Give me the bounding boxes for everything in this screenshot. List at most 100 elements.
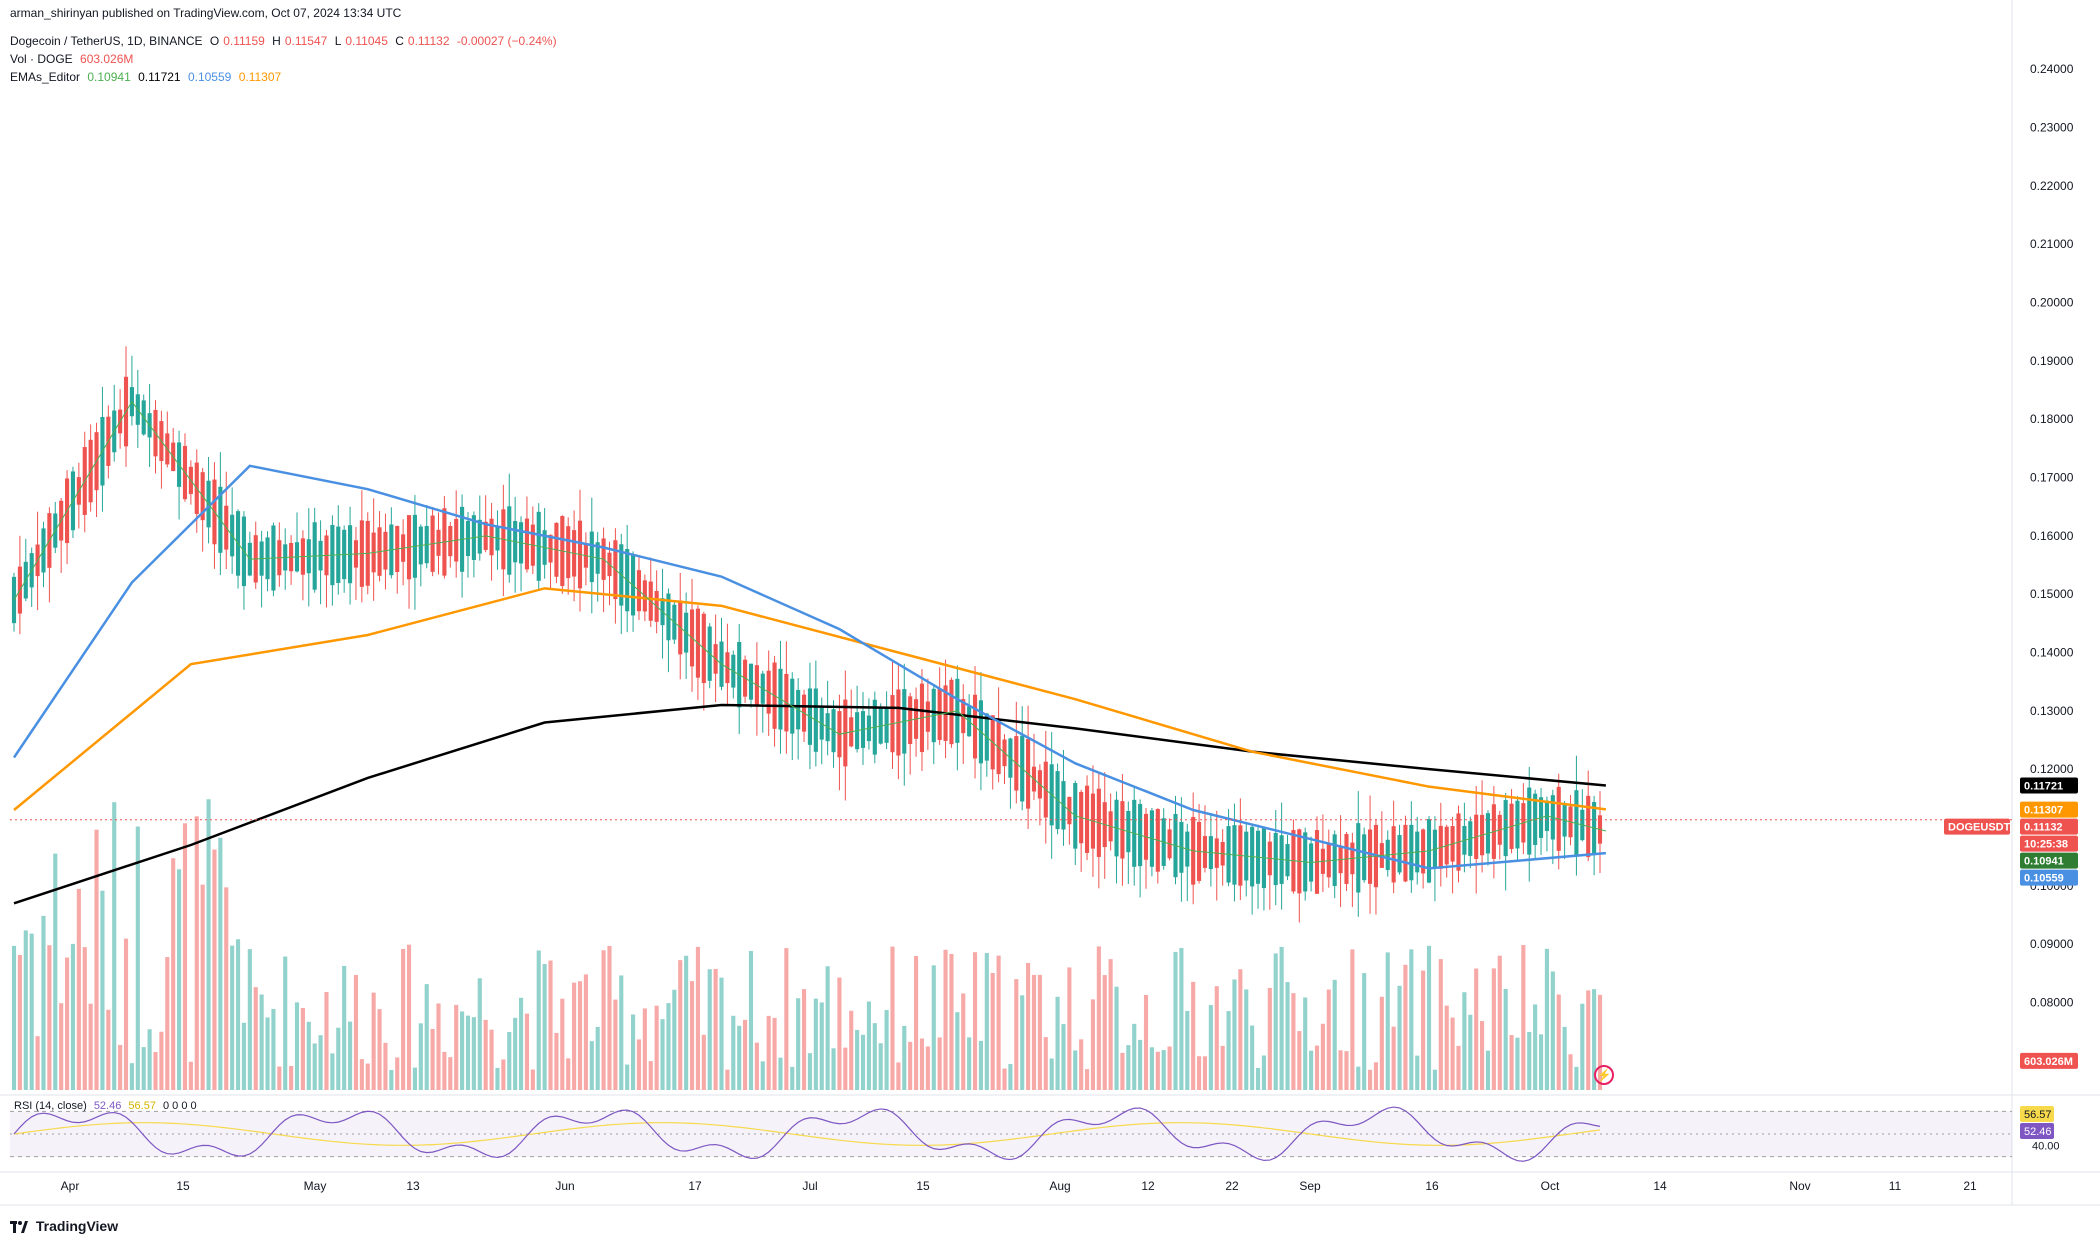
volume-bar [1597, 994, 1603, 1090]
volume-bar [784, 948, 789, 1090]
y-tick-label: 0.20000 [2030, 296, 2074, 310]
volume-bar [754, 1042, 759, 1090]
volume-bar [300, 1007, 305, 1090]
volume-bar [1037, 974, 1042, 1090]
price-tag-bg [2020, 869, 2078, 886]
lightning-icon[interactable]: ⚡ [1594, 1065, 1614, 1085]
volume-bar [1480, 1021, 1485, 1090]
x-tick-label: Jul [802, 1179, 817, 1193]
volume-bar [289, 1065, 294, 1090]
volume-bar [88, 1003, 93, 1090]
low-value: 0.11045 [345, 34, 388, 48]
volume-bar [1079, 1039, 1084, 1090]
volume-bar [442, 1051, 447, 1090]
rsi-tick-label: 40.00 [2032, 1140, 2060, 1152]
volume-bar [235, 939, 241, 1090]
volume-bar [1309, 1050, 1314, 1090]
volume-bar [129, 1063, 134, 1090]
volume-bar [336, 1027, 341, 1090]
symbol-line: Dogecoin / TetherUS, 1D, BINANCE O 0.1115… [10, 34, 561, 48]
high-value: 0.11547 [284, 34, 328, 48]
volume-bar [82, 947, 87, 1090]
open-value: 0.11159 [223, 34, 265, 48]
volume-bar [990, 972, 995, 1090]
y-tick-label: 0.18000 [2030, 412, 2074, 426]
volume-bar [501, 1059, 506, 1090]
volume-bar [1026, 962, 1031, 1090]
x-tick-label: 11 [1889, 1179, 1902, 1193]
volume-bar [100, 890, 105, 1090]
ema-label: EMAs_Editor [10, 70, 81, 84]
volume-bar [961, 993, 966, 1090]
volume-bar [790, 1066, 795, 1090]
volume-bar [35, 1036, 40, 1090]
ema200-value: 0.11721 [138, 70, 181, 84]
volume-bar [1208, 1005, 1213, 1090]
ema50-line [12, 464, 1607, 870]
volume-bar [1350, 949, 1355, 1090]
volume-bar [1326, 989, 1331, 1090]
volume-bar [395, 1057, 400, 1090]
volume-bar [1214, 986, 1219, 1090]
price-tag-label: 0.10941 [2024, 856, 2064, 868]
volume-bar [17, 954, 22, 1090]
volume-bar [1592, 989, 1597, 1090]
y-tick-label: 0.19000 [2030, 354, 2074, 368]
x-tick-label: 14 [1653, 1179, 1667, 1193]
x-tick-label: Oct [1541, 1179, 1560, 1193]
volume-bar [695, 946, 700, 1090]
volume-bar [1232, 979, 1237, 1090]
volume-bar [1084, 1069, 1090, 1090]
volume-bar [460, 1011, 465, 1090]
volume-bar [678, 960, 683, 1090]
volume-bar [159, 1031, 164, 1090]
volume-bar [1491, 968, 1496, 1090]
volume-bar [1397, 985, 1402, 1090]
volume-bar [807, 1053, 813, 1090]
volume-bar [577, 981, 583, 1090]
volume-bar [1132, 1023, 1137, 1090]
volume-bar [182, 823, 188, 1090]
volume-bar [353, 975, 359, 1090]
volume-bar [1320, 1023, 1325, 1090]
volume-bar [548, 960, 553, 1090]
volume-bar [1503, 988, 1508, 1090]
ema100-value: 0.11307 [238, 70, 282, 84]
price-tag-label: 10:25:38 [2024, 839, 2068, 851]
volume-bar [1273, 953, 1278, 1090]
volume-bar [177, 869, 182, 1090]
volume-bar [1055, 996, 1060, 1090]
volume-bar [495, 1067, 500, 1090]
volume-bar [241, 1022, 247, 1090]
volume-bar [53, 853, 58, 1090]
volume-bar [1014, 979, 1019, 1090]
volume-bar [1303, 997, 1308, 1090]
volume-bar [672, 989, 677, 1090]
footer-brand[interactable]: TradingView [10, 1218, 118, 1234]
ema20-line [13, 400, 1607, 864]
ema200-line [13, 703, 1607, 905]
volume-bar [636, 1039, 642, 1090]
publisher-text: arman_shirinyan published on TradingView… [10, 6, 402, 20]
volume-bar [194, 816, 199, 1090]
volume-bar [937, 1037, 942, 1090]
ema100-line [13, 587, 1607, 811]
volume-bar [1255, 1067, 1261, 1090]
volume-bar [1285, 982, 1290, 1090]
volume-bar [530, 1069, 535, 1090]
volume-bar [253, 987, 258, 1090]
volume-bar [212, 849, 217, 1090]
volume-bar [1344, 1051, 1349, 1090]
x-tick-label: 21 [1963, 1179, 1977, 1193]
volume-bar [294, 1002, 300, 1090]
rsi-ma-value: 56.57 [128, 1100, 156, 1112]
volume-bar [1267, 987, 1272, 1090]
volume-bar [1409, 949, 1414, 1090]
volume-bar [554, 1032, 559, 1090]
ema-legend: EMAs_Editor 0.10941 0.11721 0.10559 0.11… [10, 70, 285, 84]
volume-bar [1544, 948, 1550, 1090]
volume-bar [1161, 1050, 1166, 1090]
volume-bar [247, 949, 252, 1090]
volume-bar [106, 1009, 111, 1090]
